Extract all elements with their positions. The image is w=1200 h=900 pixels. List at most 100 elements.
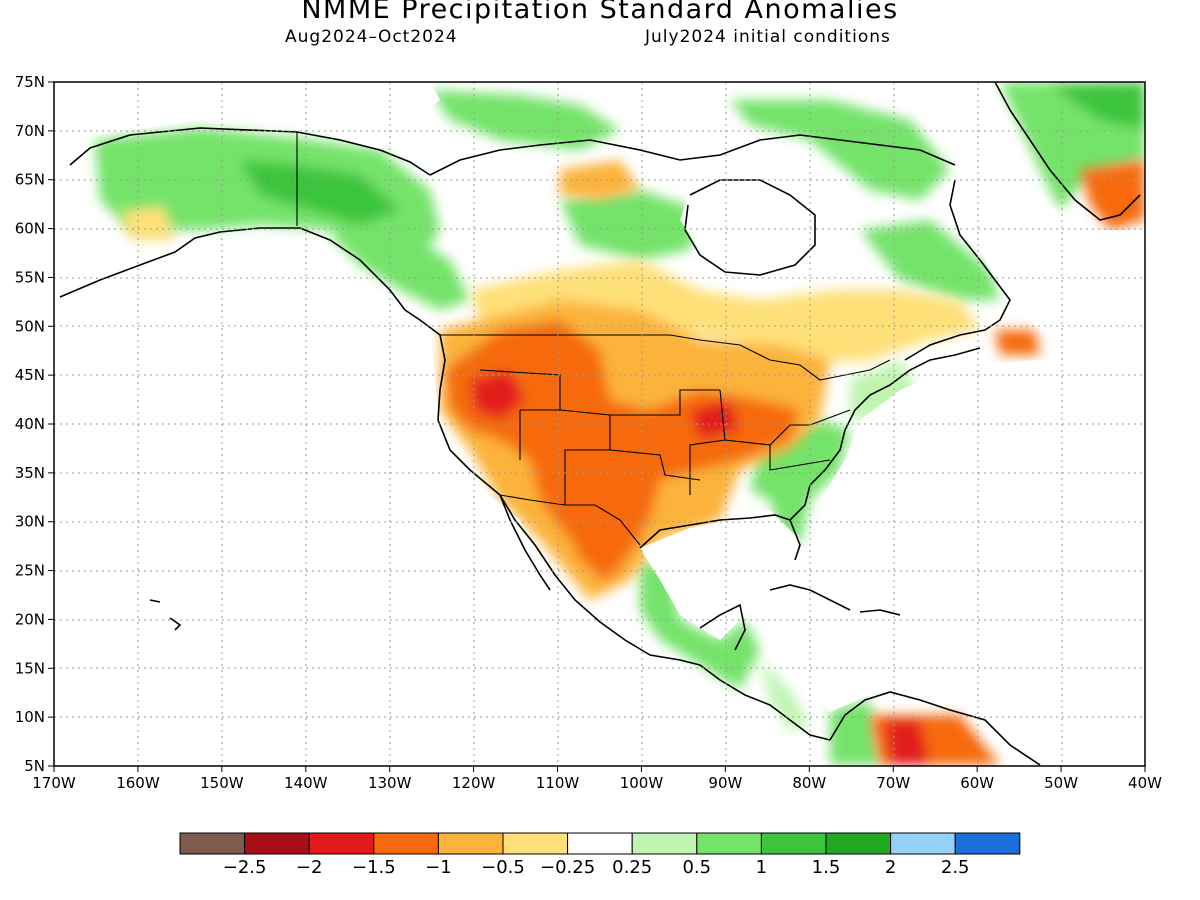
- coast-cuba: [769, 584, 851, 611]
- colorbar-swatch: [696, 832, 762, 855]
- coast-yucatan: [699, 603, 746, 651]
- red-great-basin: [470, 370, 525, 420]
- chart-title: NMME Precipitation Standard Anomalies: [301, 0, 899, 25]
- grid-lon-lines: [137, 82, 1063, 766]
- border-states-w: [479, 369, 720, 505]
- lon-tick-label: 170W: [32, 774, 76, 792]
- lat-tick-label: 35N: [15, 464, 45, 482]
- lon-tick-label: 80W: [792, 774, 826, 792]
- orange-greenland-se: [1080, 160, 1145, 230]
- lon-tick-label: 150W: [200, 774, 244, 792]
- colorbar-swatch: [502, 832, 569, 855]
- coast-hawaii: [149, 599, 182, 631]
- lon-tick-label: 70W: [876, 774, 910, 792]
- lat-tick-label: 70N: [15, 122, 45, 140]
- yellow-canada-belt: [470, 260, 980, 365]
- border-us-mexico: [499, 494, 641, 546]
- lon-tick-label: 60W: [960, 774, 994, 792]
- red-venezuela: [885, 720, 930, 765]
- colorbar-label: 0.25: [612, 857, 652, 878]
- gulf-of-mexico: [640, 510, 800, 640]
- forecast-period: Aug2024–Oct2024: [285, 27, 458, 47]
- lon-tick-label: 120W: [452, 774, 496, 792]
- green-hudson-north: [560, 190, 700, 260]
- lat-tick-label: 5N: [24, 757, 45, 775]
- lon-tick-label: 90W: [708, 774, 742, 792]
- lat-tick-label: 40N: [15, 415, 45, 433]
- coast-south-america: [829, 691, 1041, 766]
- colorbar-label: 1.5: [812, 857, 841, 878]
- green-yukon-strong: [240, 160, 400, 225]
- green-central-america: [760, 660, 810, 730]
- anomaly-field: [54, 82, 1145, 765]
- lon-tick-label: 110W: [536, 774, 580, 792]
- lat-tick-label: 50N: [15, 317, 45, 335]
- lat-tick-label: 25N: [15, 562, 45, 580]
- colorbar-label: 2.5: [941, 857, 970, 878]
- political-borders: [296, 132, 891, 546]
- latitude-axis: 75N 70N 65N 60N 55N 50N 45N 40N 35N 30N 25N 20N 15N 1…: [15, 73, 54, 775]
- longitude-axis: 170W 160W 150W 140W 130W 120W 110W 100W 90W 80W 70…: [32, 766, 1162, 792]
- colorbar-swatch: [244, 832, 310, 855]
- orange-texas: [560, 450, 650, 580]
- coast-maritimes: [904, 179, 1011, 361]
- labrador-sea: [960, 160, 1145, 330]
- lon-tick-label: 160W: [116, 774, 160, 792]
- lat-tick-label: 20N: [15, 610, 45, 628]
- coast-arctic: [429, 134, 956, 176]
- colorbar: −2.5 −2 −1.5 −1 −0.5 −0.25 0.25 0.5 1 1.5 2 2.5: [179, 832, 1021, 878]
- green-baffin: [730, 100, 950, 200]
- colorbar-swatch: [954, 832, 1021, 855]
- colorbar-label: −0.25: [540, 857, 595, 878]
- hudson-bay: [680, 175, 820, 270]
- orange-newfoundland: [995, 330, 1040, 355]
- coast-gulf: [639, 514, 801, 561]
- coast-central-america: [699, 664, 831, 741]
- red-midwest: [690, 400, 740, 440]
- coast-pacific-northwest: [404, 309, 701, 666]
- lat-tick-label: 60N: [15, 220, 45, 238]
- colorbar-swatch: [179, 832, 246, 855]
- coast-hudson-bay: [684, 179, 816, 276]
- colorbar-swatch: [760, 832, 827, 855]
- lon-tick-label: 130W: [368, 774, 412, 792]
- lon-tick-label: 140W: [284, 774, 328, 792]
- green-colombia: [830, 700, 880, 765]
- orange-west-us: [445, 320, 800, 580]
- colorbar-swatch: [890, 832, 956, 855]
- graticule: [54, 82, 1145, 766]
- coast-baja: [499, 494, 551, 591]
- green-quebec: [860, 220, 1000, 300]
- lon-tick-label: 50W: [1044, 774, 1078, 792]
- border-states-e: [689, 389, 851, 495]
- colorbar-label: −0.5: [481, 857, 525, 878]
- colorbar-swatch: [825, 832, 892, 855]
- green-greenland-strong: [1050, 82, 1145, 130]
- green-arctic-islands: [430, 90, 620, 150]
- coast-alaska-south: [59, 227, 406, 311]
- lat-tick-label: 30N: [15, 513, 45, 531]
- atlantic: [810, 330, 1145, 765]
- colorbar-label: 2: [885, 857, 896, 878]
- lat-tick-label: 75N: [15, 73, 45, 91]
- lat-tick-label: 45N: [15, 366, 45, 384]
- lon-tick-label: 40W: [1128, 774, 1162, 792]
- colorbar-swatch: [437, 832, 504, 855]
- colorbar-label: −1.5: [352, 857, 396, 878]
- colorbar-label: −2.5: [223, 857, 267, 878]
- colorbar-swatch: [373, 832, 439, 855]
- lat-tick-label: 10N: [15, 708, 45, 726]
- border-us-canada: [440, 334, 891, 381]
- lat-tick-label: 55N: [15, 268, 45, 286]
- lon-tick-label: 100W: [620, 774, 664, 792]
- lat-tick-label: 65N: [15, 171, 45, 189]
- pacific-west: [54, 300, 800, 765]
- coast-hispaniola: [859, 609, 901, 616]
- green-northwest-coast: [330, 230, 470, 310]
- colorbar-label: 1: [756, 857, 767, 878]
- colorbar-label: 0.5: [682, 857, 711, 878]
- initial-conditions: July2024 initial conditions: [645, 27, 891, 47]
- yellow-alaska-sw: [120, 205, 175, 240]
- colorbar-label: −1: [425, 857, 452, 878]
